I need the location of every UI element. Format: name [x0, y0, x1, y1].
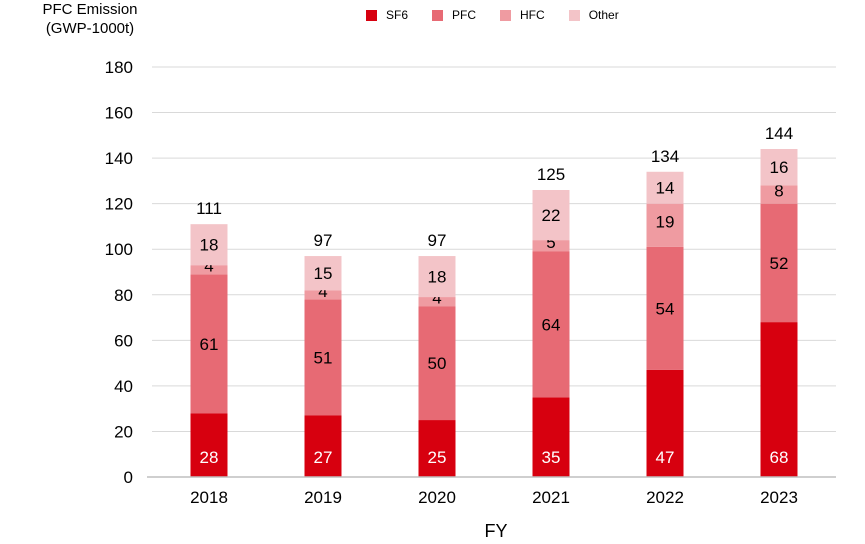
y-tick-label: 40 — [114, 377, 133, 396]
bar-pfc-2022 — [646, 246, 684, 370]
legend-label: PFC — [452, 8, 477, 22]
data-label-sf6-2021: 35 — [542, 448, 561, 467]
bar-hfc-2022 — [646, 203, 684, 247]
data-label-other-2022: 14 — [656, 179, 675, 198]
y-tick-label: 60 — [114, 331, 133, 350]
data-label-hfc-2021: 5 — [546, 233, 555, 252]
data-label-other-2018: 18 — [200, 236, 219, 255]
legend-item-other: Other — [568, 8, 619, 22]
data-label-hfc-2023: 8 — [774, 182, 783, 201]
legend-swatch — [500, 9, 512, 21]
legend-swatch — [568, 9, 580, 21]
bar-sf6-2022 — [646, 369, 684, 477]
bar-hfc-2018 — [190, 265, 228, 275]
data-label-hfc-2019: 4 — [318, 282, 327, 301]
x-tick-label-2020: 2020 — [418, 488, 456, 507]
x-tick-label-2019: 2019 — [304, 488, 342, 507]
x-tick-label-2021: 2021 — [532, 488, 570, 507]
data-label-sf6-2023: 68 — [770, 448, 789, 467]
y-tick-label: 80 — [114, 286, 133, 305]
data-label-pfc-2023: 52 — [770, 254, 789, 273]
bar-other-2019 — [304, 256, 342, 291]
bar-other-2020 — [418, 256, 456, 298]
data-label-sf6-2022: 47 — [656, 448, 675, 467]
bar-pfc-2020 — [418, 306, 456, 421]
data-label-sf6-2019: 27 — [314, 448, 333, 467]
y-tick-label: 0 — [124, 468, 133, 487]
total-label-2020: 97 — [428, 231, 447, 250]
x-tick-label-2023: 2023 — [760, 488, 798, 507]
legend-label: HFC — [520, 8, 545, 22]
data-label-sf6-2018: 28 — [200, 448, 219, 467]
legend-item-sf6: SF6 — [366, 8, 408, 22]
bar-sf6-2020 — [418, 420, 456, 477]
total-label-2022: 134 — [651, 147, 679, 166]
bar-hfc-2019 — [304, 290, 342, 300]
y-tick-label: 180 — [105, 58, 133, 77]
y-tick-label: 140 — [105, 149, 133, 168]
total-label-2018: 111 — [196, 199, 222, 218]
data-label-other-2020: 18 — [428, 268, 447, 287]
legend-label: Other — [588, 8, 619, 22]
y-axis-title-line1: PFC Emission — [42, 1, 138, 18]
bar-sf6-2021 — [532, 397, 570, 477]
bar-other-2021 — [532, 190, 570, 241]
x-tick-label-2018: 2018 — [190, 488, 228, 507]
total-label-2019: 97 — [314, 231, 333, 250]
legend-label: SF6 — [386, 8, 409, 22]
bar-sf6-2019 — [304, 415, 342, 477]
bar-other-2018 — [190, 224, 228, 266]
bar-other-2022 — [646, 171, 684, 204]
legend: SF6 PFC HFC Other — [366, 8, 643, 22]
legend-item-pfc: PFC — [432, 8, 476, 22]
bar-hfc-2020 — [418, 297, 456, 307]
data-label-hfc-2020: 4 — [432, 289, 441, 308]
bar-pfc-2019 — [304, 299, 342, 416]
y-axis-title-line2: (GWP-1000t) — [45, 20, 135, 37]
legend-item-hfc: HFC — [500, 8, 545, 22]
y-tick-label: 160 — [105, 104, 133, 123]
data-label-hfc-2018: 4 — [204, 257, 213, 276]
data-label-pfc-2022: 54 — [656, 299, 675, 318]
data-label-pfc-2018: 61 — [200, 335, 219, 354]
y-tick-label: 120 — [105, 195, 133, 214]
total-label-2021: 125 — [537, 165, 565, 184]
bar-hfc-2023 — [760, 185, 798, 204]
bar-pfc-2018 — [190, 274, 228, 414]
bar-sf6-2018 — [190, 413, 228, 477]
data-label-sf6-2020: 25 — [428, 448, 447, 467]
data-label-pfc-2021: 64 — [542, 315, 561, 334]
bar-other-2023 — [760, 149, 798, 186]
x-axis-title: FY — [484, 521, 507, 541]
legend-swatch — [366, 9, 377, 21]
data-label-pfc-2020: 50 — [428, 354, 447, 373]
data-label-other-2019: 15 — [314, 264, 333, 283]
bar-pfc-2023 — [760, 203, 798, 323]
data-label-other-2021: 22 — [542, 206, 561, 225]
legend-swatch — [432, 9, 444, 21]
total-label-2023: 144 — [765, 124, 793, 143]
data-label-pfc-2019: 51 — [314, 348, 333, 367]
bar-sf6-2023 — [760, 322, 798, 477]
y-tick-label: 20 — [114, 422, 133, 441]
y-tick-label: 100 — [105, 240, 133, 259]
data-label-hfc-2022: 19 — [656, 212, 675, 231]
x-tick-label-2022: 2022 — [646, 488, 684, 507]
data-label-other-2023: 16 — [770, 158, 789, 177]
bar-pfc-2021 — [532, 251, 570, 398]
bar-hfc-2021 — [532, 240, 570, 252]
